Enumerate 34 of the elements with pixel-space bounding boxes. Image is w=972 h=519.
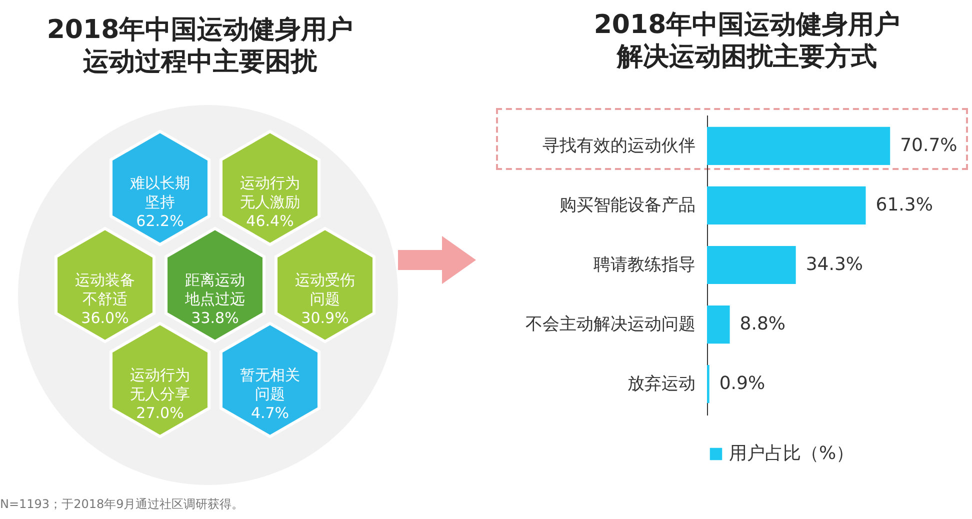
data-label: 46.4% bbox=[246, 212, 294, 230]
category-label: 距离运动地点过远 bbox=[184, 271, 245, 308]
data-label: 0.9% bbox=[719, 373, 766, 394]
text: N=1193；于2018年9月通过社区调研获得。 bbox=[0, 496, 244, 513]
text: 运动过程中主要困扰 bbox=[82, 47, 318, 77]
data-label: 34.3% bbox=[806, 254, 864, 275]
category-label: 难以长期坚持 bbox=[129, 174, 190, 211]
data-label: 27.0% bbox=[136, 404, 184, 422]
data-label: 61.3% bbox=[876, 194, 933, 216]
chart-subtitle: 解决运动困扰主要方式 bbox=[616, 42, 877, 72]
text: 2018年中国运动健身用户 bbox=[46, 15, 354, 45]
bar bbox=[707, 126, 890, 165]
bar bbox=[707, 305, 730, 344]
data-label: 62.2% bbox=[136, 212, 184, 230]
data-label: 36.0% bbox=[81, 309, 129, 327]
data-label: 70.7% bbox=[900, 134, 958, 156]
y-tick-label: 寻找有效的运动伙伴 bbox=[542, 136, 696, 156]
data-label: 30.9% bbox=[301, 309, 349, 327]
chart-title: 2018年中国运动健身用户 bbox=[594, 10, 900, 40]
category-label: 运动装备不舒适 bbox=[75, 271, 135, 308]
category-label: 运动行为无人分享 bbox=[130, 366, 190, 403]
category-label: 运动行为无人激励 bbox=[240, 174, 300, 211]
y-tick-label: 不会主动解决运动问题 bbox=[526, 314, 696, 335]
bar bbox=[707, 186, 866, 225]
y-tick-label: 放弃运动 bbox=[628, 374, 696, 394]
y-tick-label: 购买智能设备产品 bbox=[560, 195, 696, 216]
data-label: 4.7% bbox=[250, 404, 290, 422]
category-label: 运动受伤问题 bbox=[295, 271, 355, 308]
data-label: 8.8% bbox=[740, 314, 786, 335]
category-label: 暂无相关问题 bbox=[240, 366, 300, 403]
bar bbox=[707, 246, 796, 284]
y-tick-label: 聘请教练指导 bbox=[594, 255, 696, 275]
legend-label: 用户占比（%） bbox=[729, 443, 854, 464]
data-label: 33.8% bbox=[191, 309, 239, 327]
